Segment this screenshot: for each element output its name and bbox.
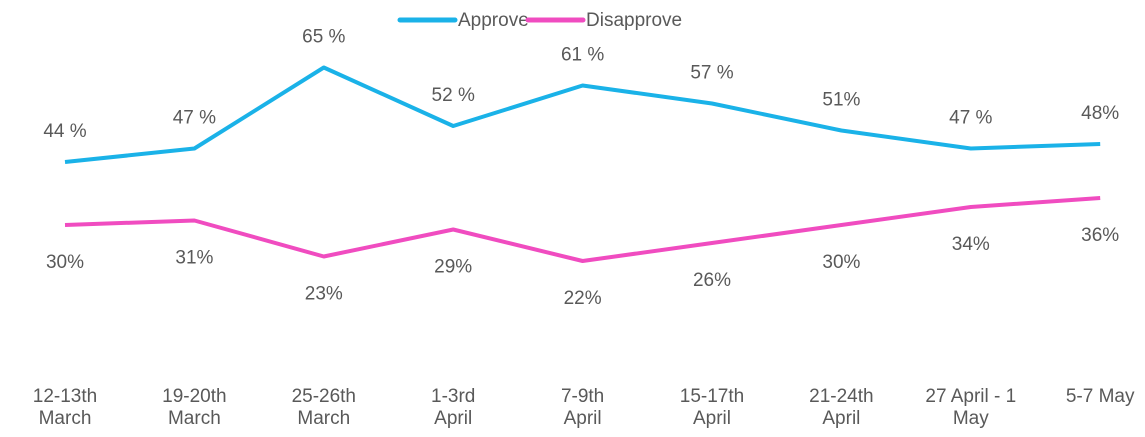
x-tick-label: 5-7 May (1065, 386, 1135, 407)
data-label: 57 % (690, 63, 733, 84)
data-label: 29% (434, 257, 472, 278)
data-label: 65 % (302, 27, 345, 48)
legend-label: Disapprove (586, 10, 682, 31)
x-tick-label: 25-26th March (291, 386, 357, 429)
data-label: 48% (1081, 103, 1119, 124)
data-label: 23% (305, 284, 343, 305)
x-tick-label: 15-17th April (679, 386, 745, 429)
data-label: 34% (952, 234, 990, 255)
data-label: 26% (693, 270, 731, 291)
data-label: 61 % (561, 45, 604, 66)
data-label: 30% (822, 252, 860, 273)
x-tick-label: 27 April - 1 May (925, 386, 1017, 429)
x-tick-label: 12-13th March (32, 386, 98, 429)
legend-label: Approve (458, 10, 529, 31)
data-label: 52 % (432, 85, 475, 106)
data-label: 44 % (43, 121, 86, 142)
data-label: 47 % (949, 108, 992, 129)
data-label: 31% (175, 248, 213, 269)
data-label: 36% (1081, 225, 1119, 246)
x-tick-label: 21-24th April (809, 386, 874, 429)
data-label: 22% (564, 288, 602, 309)
x-tick-label: 1-3rd April (431, 386, 476, 429)
line (64, 196, 1101, 263)
data-label: 30% (46, 252, 84, 273)
x-tick-label: 7-9th April (560, 386, 605, 429)
x-tick-label: 19-20th March (162, 386, 227, 429)
data-label: 51% (822, 90, 860, 111)
line (64, 65, 1101, 164)
data-label: 47 % (173, 108, 216, 129)
